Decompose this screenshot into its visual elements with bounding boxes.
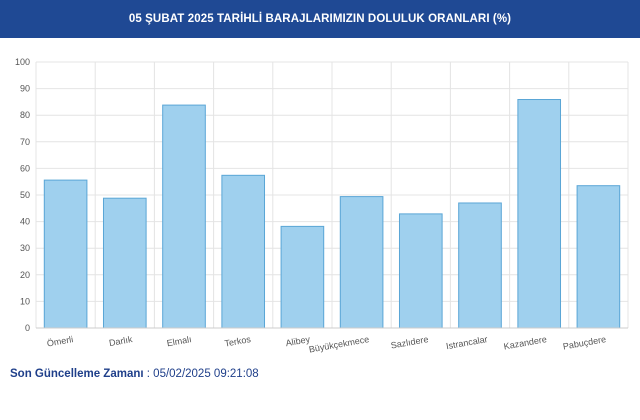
y-tick-label: 80 <box>20 110 30 120</box>
bar <box>398 213 443 329</box>
y-tick-label: 10 <box>20 296 30 306</box>
x-tick-label: Alibey <box>285 334 311 348</box>
bar <box>576 185 621 329</box>
x-tick-label: Sazlıdere <box>390 334 429 350</box>
bar-chart: 0 10 20 30 40 50 60 70 80 90 100 Ömerli Darlık Elmalı… <box>0 38 640 370</box>
bar <box>339 196 384 329</box>
bar <box>517 99 562 329</box>
last-update-separator: : <box>143 368 154 380</box>
y-tick-label: 100 <box>15 57 30 67</box>
bar <box>458 202 502 329</box>
y-tick-label: 40 <box>20 217 30 227</box>
bar <box>102 197 147 329</box>
x-tick-label: Terkos <box>224 334 252 349</box>
y-tick-label: 60 <box>20 163 30 173</box>
x-tick-label: Büyükçekmece <box>308 334 370 354</box>
x-tick-label: Darlık <box>108 334 133 348</box>
last-update-label: Son Güncelleme Zamanı <box>10 368 144 380</box>
y-tick-label: 50 <box>20 190 30 200</box>
chart-title: 05 ŞUBAT 2025 TARİHLİ BARAJLARIMIZIN DOL… <box>128 13 512 25</box>
bar-chart-svg: 0 10 20 30 40 50 60 70 80 90 100 Ömerli Darlık Elmalı… <box>15 57 629 355</box>
x-tick-label: Pabuçdere <box>562 334 607 351</box>
y-tick-label: 0 <box>25 323 30 333</box>
x-tick-label: Istrancalar <box>445 334 488 351</box>
x-tick-label: Kazandere <box>503 334 548 351</box>
bar <box>43 179 88 329</box>
chart-header: 05 ŞUBAT 2025 TARİHLİ BARAJLARIMIZIN DOL… <box>0 0 640 38</box>
bar <box>221 174 266 329</box>
last-update-timestamp: 05/02/2025 09:21:08 <box>153 368 259 380</box>
x-tick-label: Elmalı <box>166 334 192 348</box>
y-tick-label: 70 <box>20 137 30 147</box>
x-tick-label: Ömerli <box>46 334 74 348</box>
y-tick-label: 20 <box>20 270 30 280</box>
last-update: Son Güncelleme Zamanı : 05/02/2025 09:21… <box>10 368 259 384</box>
bar <box>162 104 206 329</box>
bar <box>280 225 325 329</box>
y-tick-label: 90 <box>20 84 30 94</box>
y-tick-label: 30 <box>20 243 30 253</box>
